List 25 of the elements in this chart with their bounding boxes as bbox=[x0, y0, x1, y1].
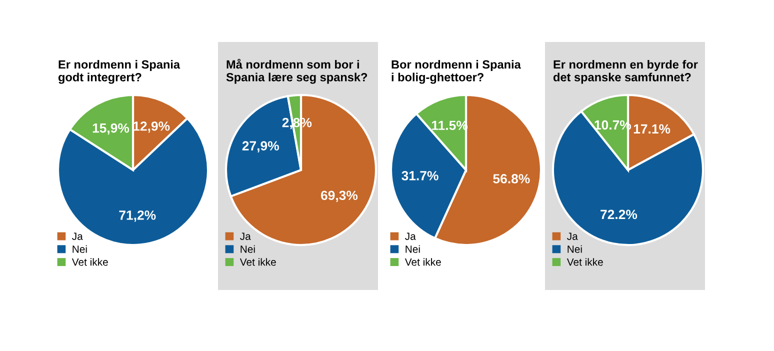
legend-label: Nei bbox=[72, 245, 87, 253]
legend-label: Vet ikke bbox=[240, 258, 276, 266]
data-label: 17.1% bbox=[634, 124, 670, 134]
legend-label: Nei bbox=[406, 245, 420, 253]
legend-label: Nei bbox=[240, 245, 255, 253]
legend-label: Ja bbox=[72, 232, 83, 240]
legend-label: Vet ikke bbox=[404, 258, 441, 266]
chart-title: Er nordmenn en byrde for det spanske samfunnet? bbox=[553, 60, 698, 84]
legend-label: Ja bbox=[405, 232, 416, 240]
data-label: 15,9% bbox=[92, 123, 130, 135]
data-label: 71,2% bbox=[119, 210, 156, 222]
data-label: 69,3% bbox=[320, 190, 358, 202]
legend-label: Ja bbox=[240, 232, 251, 240]
data-label: 31.7% bbox=[402, 171, 438, 180]
data-label: 56.8% bbox=[493, 174, 530, 184]
chart-title: Bor nordmenn i Spania i bolig-ghettoer? bbox=[392, 60, 521, 84]
data-label: 72.2% bbox=[600, 210, 638, 220]
legend-label: Nei bbox=[568, 245, 582, 253]
legend-label: Vet ikke bbox=[566, 258, 603, 266]
legend-label: Vet ikke bbox=[72, 258, 108, 266]
chart-title: Er nordmenn i Spania godt integrert? bbox=[58, 60, 180, 84]
chart-title: Må nordmenn som bor i Spania lære seg spansk? bbox=[226, 58, 368, 84]
data-label: 27,9% bbox=[242, 141, 279, 152]
data-label: 12,9% bbox=[133, 121, 170, 133]
legend-label: Ja bbox=[567, 232, 578, 240]
